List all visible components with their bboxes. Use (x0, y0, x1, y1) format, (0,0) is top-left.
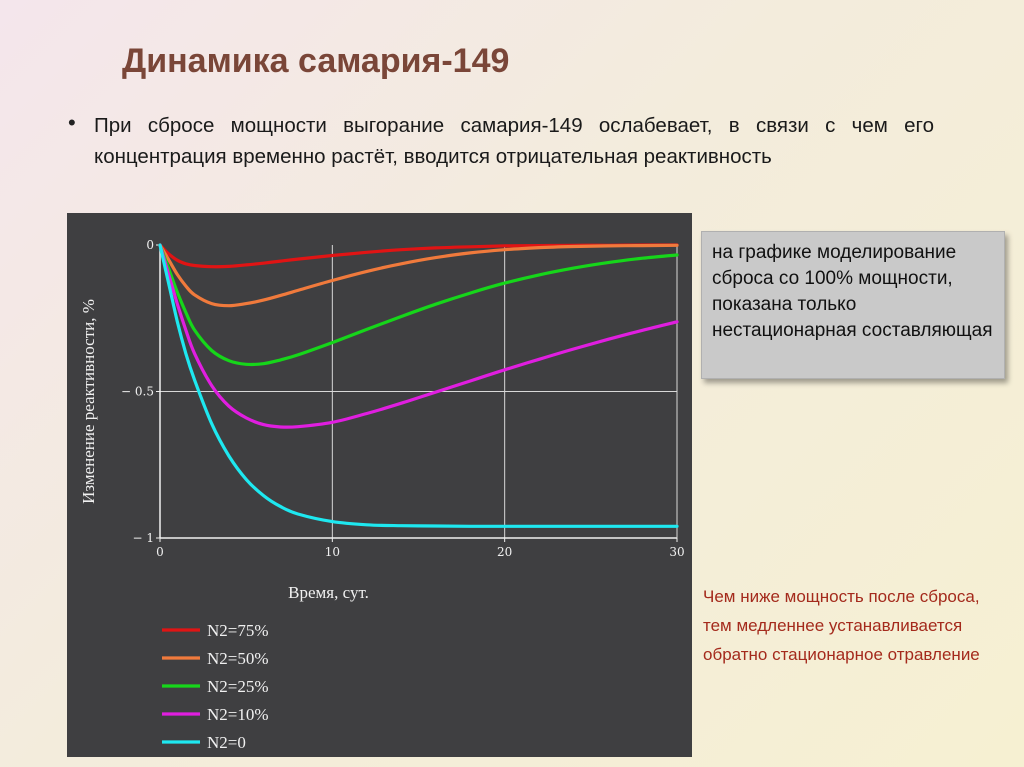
series-line-5 (158, 243, 679, 528)
y-axis-label: Изменение реактивности, % (79, 299, 98, 504)
chart-panel: 0 10 20 30 0 − 0.5 − 1 Время, сут. Изменение реа… (67, 213, 692, 757)
bullet-dot: • (68, 110, 76, 135)
x-tick-label: 0 (156, 545, 164, 559)
chart-note-box: на графике моделирование сброса со 100% … (701, 231, 1005, 379)
series-line-2 (158, 243, 679, 308)
y-tick-label: − 1 (132, 531, 154, 545)
x-tick-label: 20 (497, 545, 512, 559)
slide-title: Динамика самария-149 (122, 42, 510, 80)
series-line-4 (158, 243, 679, 429)
legend-label-4: N2=10% (207, 705, 269, 724)
x-tick-label: 10 (325, 545, 340, 559)
legend-label-1: N2=75% (207, 621, 269, 640)
conclusion-note: Чем ниже мощность после сброса, тем медл… (703, 587, 980, 664)
x-tick-label: 30 (669, 545, 684, 559)
legend-label-5: N2=0 (207, 733, 246, 752)
series-line-3 (158, 243, 679, 367)
y-tick-label: 0 (146, 238, 154, 252)
bullet-point: • При сбросе мощности выгорание самария-… (68, 110, 934, 172)
y-tick-label: − 0.5 (121, 385, 154, 399)
legend-label-3: N2=25% (207, 677, 269, 696)
x-axis-label: Время, сут. (288, 583, 369, 602)
bullet-text: При сбросе мощности выгорание самария-14… (94, 114, 934, 168)
legend-label-2: N2=50% (207, 649, 269, 668)
reactivity-chart: 0 10 20 30 0 − 0.5 − 1 Время, сут. Изменение реа… (79, 238, 685, 752)
